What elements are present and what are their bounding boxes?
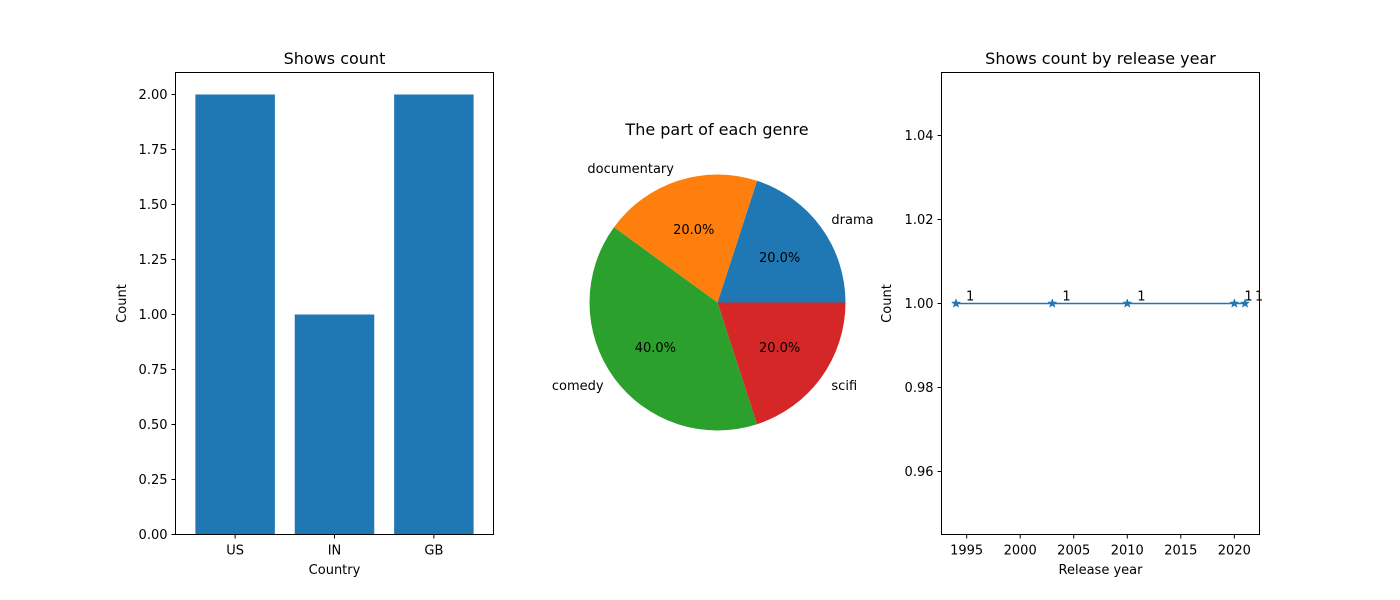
line-x-tick-label: 2000: [1004, 544, 1037, 559]
bar-bars: [195, 94, 474, 535]
line-x-ticks: 1995 2000 2005 2010 2015 2020: [950, 534, 1251, 559]
line-x-tick-label: 2020: [1218, 544, 1251, 559]
bar-x-tick-label: US: [226, 544, 244, 559]
pie-percent-scifi: 20.0%: [759, 341, 800, 356]
line-chart: Shows count by release year 0.96 0.98 1.00…: [880, 49, 1263, 578]
pie-wedge-scifi: [717, 302, 846, 425]
bar-y-tick-label: 0.25: [139, 473, 168, 488]
line-x-axis-label: Release year: [1059, 563, 1144, 578]
bar-y-tick-label: 1.50: [139, 198, 168, 213]
line-point-marker: [950, 298, 962, 308]
bar-x-tick-label: IN: [328, 544, 342, 559]
pie-label-documentary: documentary: [587, 162, 674, 177]
line-y-tick-label: 0.98: [905, 381, 934, 396]
line-y-tick-label: 1.04: [905, 129, 934, 144]
bar-y-tick-label: 0.00: [139, 528, 168, 543]
bar-y-tick-label: 1.75: [139, 143, 168, 158]
bar-y-tick-label: 2.00: [139, 88, 168, 103]
bar-y-tick-label: 0.50: [139, 418, 168, 433]
line-y-tick-label: 1.02: [905, 213, 934, 228]
pie-labels: drama 20.0% documentary 20.0% comedy 40.0% sci…: [552, 162, 874, 394]
line-y-tick-label: 0.96: [905, 465, 934, 480]
line-y-ticks: 0.96 0.98 1.00 1.02 1.04: [905, 129, 942, 480]
bar-y-tick-label: 0.75: [139, 363, 168, 378]
line-x-tick-label: 2005: [1057, 544, 1090, 559]
line-point-label: 1: [1137, 290, 1145, 305]
bar-y-ticks: 0.00 0.25 0.50 0.75 1.00 1.25 1.50 1.75 2.00: [139, 88, 176, 543]
bar-in: [294, 314, 375, 535]
line-point-marker: [1229, 298, 1240, 308]
line-point-label: 1: [1244, 290, 1252, 305]
bar-y-tick-label: 1.25: [139, 253, 168, 268]
line-x-tick-label: 2010: [1111, 544, 1144, 559]
line-point-marker: [1047, 298, 1058, 308]
line-point-marker: [1122, 298, 1133, 308]
line-x-tick-label: 2015: [1164, 544, 1197, 559]
bar-x-axis-label: Country: [309, 563, 361, 578]
pie-wedge-comedy: [589, 227, 758, 431]
pie-label-scifi: scifi: [831, 379, 857, 394]
line-chart-title: Shows count by release year: [985, 49, 1216, 68]
bar-y-axis-label: Count: [115, 284, 130, 323]
pie-wedge-drama: [717, 180, 846, 303]
pie-chart-title: The part of each genre: [624, 120, 808, 139]
line-y-tick-label: 1.00: [905, 297, 934, 312]
pie-percent-comedy: 40.0%: [635, 341, 676, 356]
line-point-marker: [1239, 298, 1251, 308]
pie-percent-documentary: 20.0%: [673, 223, 714, 238]
bar-gb: [394, 94, 474, 535]
pie-percent-drama: 20.0%: [759, 251, 800, 266]
bar-us: [195, 94, 275, 535]
bar-x-ticks: US IN GB: [226, 534, 443, 559]
line-point-label: 1: [1062, 290, 1070, 305]
pie-chart: The part of each genre drama 20.0% documen…: [552, 120, 874, 431]
bar-y-tick-label: 1.00: [139, 308, 168, 323]
bar-x-tick-label: GB: [424, 544, 443, 559]
bar-chart-frame: [175, 72, 494, 535]
bar-chart-title: Shows count: [284, 49, 386, 68]
pie-wedges: [589, 174, 846, 431]
pie-label-comedy: comedy: [552, 379, 604, 394]
line-point-label: 1: [966, 290, 974, 305]
pie-wedge-documentary: [613, 174, 758, 303]
bar-chart: Shows count 0.00 0.25 0.50 0.75 1.00 1.25 1.50…: [115, 49, 494, 578]
line-x-tick-label: 1995: [950, 544, 983, 559]
pie-label-drama: drama: [831, 213, 873, 228]
line-y-axis-label: Count: [880, 284, 895, 323]
line-chart-frame: [941, 72, 1260, 535]
